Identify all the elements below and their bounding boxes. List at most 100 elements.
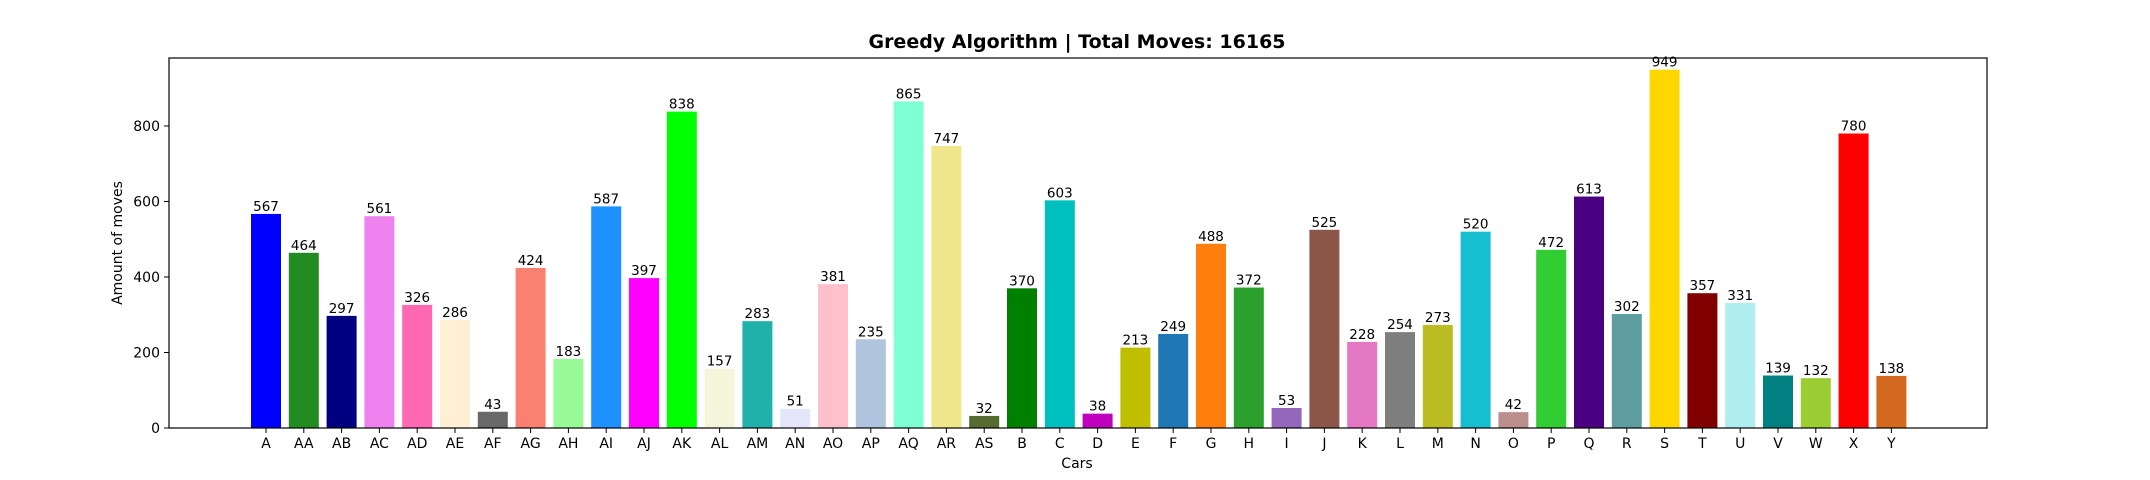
bar-f [1158,333,1189,428]
bar-value-label: 397 [631,263,657,279]
bar-x [1838,133,1869,428]
bar-value-label: 561 [367,201,393,217]
x-tick-label: A [261,436,271,452]
bar-value-label: 42 [1505,397,1522,413]
x-tick-label: AP [862,436,880,452]
bar-value-label: 838 [669,97,695,113]
bar-value-label: 297 [329,301,355,317]
x-tick-label: AS [975,436,994,452]
x-tick-label: AI [599,436,613,452]
bar-aa [288,252,319,428]
bar-value-label: 567 [253,199,279,215]
chart-title: Greedy Algorithm | Total Moves: 16165 [868,31,1285,53]
bar-q [1574,196,1604,428]
x-tick-label: I [1285,436,1289,452]
plot-area-frame [168,57,1988,429]
bar-k [1347,341,1378,428]
bar-value-label: 183 [556,344,582,360]
x-tick-label: AA [294,436,314,452]
x-tick-label: Y [1886,436,1896,452]
y-axis-label: Amount of moves [110,181,126,305]
bar-t [1687,293,1718,428]
bar-al [704,368,735,428]
y-tick-label: 200 [133,345,160,361]
bar-l [1385,332,1415,428]
x-tick-label: C [1055,436,1065,452]
bars-group [251,69,1907,429]
x-axis-label: Cars [1061,456,1092,472]
bar-value-label: 51 [787,394,804,410]
x-tick-label: B [1017,436,1027,452]
bar-d [1082,413,1113,428]
y-tick-label: 600 [133,194,160,210]
bar-ao [818,284,848,428]
bar-value-label: 865 [896,86,922,102]
x-tick-label: G [1206,436,1217,452]
bar-as [969,415,1000,428]
bar-value-label: 472 [1538,235,1564,251]
bar-s [1649,69,1680,428]
x-tick-label: AN [785,436,805,452]
bar-c [1044,200,1075,428]
x-tick-label: H [1244,436,1255,452]
x-tick-label: S [1660,436,1669,452]
y-tick-label: 400 [133,270,160,286]
bar-am [742,321,773,428]
bar-ac [364,216,395,428]
bar-a [251,213,281,428]
bar-value-label: 780 [1841,119,1867,135]
x-tick-label: X [1849,436,1859,452]
x-tick-label: L [1396,436,1404,452]
x-tick-label: E [1131,436,1140,452]
bar-value-label: 464 [291,238,317,254]
bar-ap [855,339,886,428]
bar-i [1271,407,1302,428]
bar-aq [893,101,924,429]
x-tick-label: N [1470,436,1480,452]
bar-v [1763,375,1793,428]
bar-ai [591,206,622,428]
bar-o [1498,412,1529,428]
bar-w [1800,378,1831,428]
bar-y [1876,375,1907,428]
x-tick-label: AE [446,436,464,452]
bar-ak [666,111,697,429]
bar-value-label: 254 [1387,317,1413,333]
x-tick-label: P [1547,436,1555,452]
bar-e [1120,347,1151,428]
bar-ad [402,304,433,428]
bar-value-label: 283 [745,306,771,322]
bar-r [1611,313,1642,428]
bar-ae [440,320,470,428]
bar-aj [629,278,659,428]
x-tick-label: U [1735,436,1745,452]
x-tick-label: D [1092,436,1103,452]
bar-b [1007,288,1037,428]
x-tick-label: K [1358,436,1368,452]
bar-j [1309,229,1340,428]
bar-value-label: 603 [1047,185,1073,201]
bar-value-label: 235 [858,324,884,340]
bar-value-label: 326 [404,290,430,306]
bar-value-label: 138 [1879,361,1905,377]
bar-ab [326,315,357,428]
bar-value-label: 587 [593,191,619,207]
x-tick-label: AH [558,436,578,452]
bar-value-label: 488 [1198,229,1224,245]
bar-value-label: 525 [1312,215,1338,231]
bar-value-label: 228 [1349,327,1375,343]
bar-an [780,408,811,428]
bar-value-label: 747 [934,131,960,147]
bar-n [1460,231,1491,428]
bar-value-label: 424 [518,253,544,269]
x-tick-label: AD [407,436,427,452]
bar-value-label: 213 [1123,333,1149,349]
x-tick-label: R [1622,436,1632,452]
bar-value-labels: 567 464 297 561 326 286 43 424 183 587 397 838 157 28… [253,55,1904,417]
y-axis-ticks: 0 200 400 600 800 [133,119,169,437]
x-tick-label: V [1773,436,1783,452]
x-tick-label: AJ [637,436,651,452]
x-tick-label: AF [484,436,502,452]
bar-value-label: 357 [1690,278,1716,294]
